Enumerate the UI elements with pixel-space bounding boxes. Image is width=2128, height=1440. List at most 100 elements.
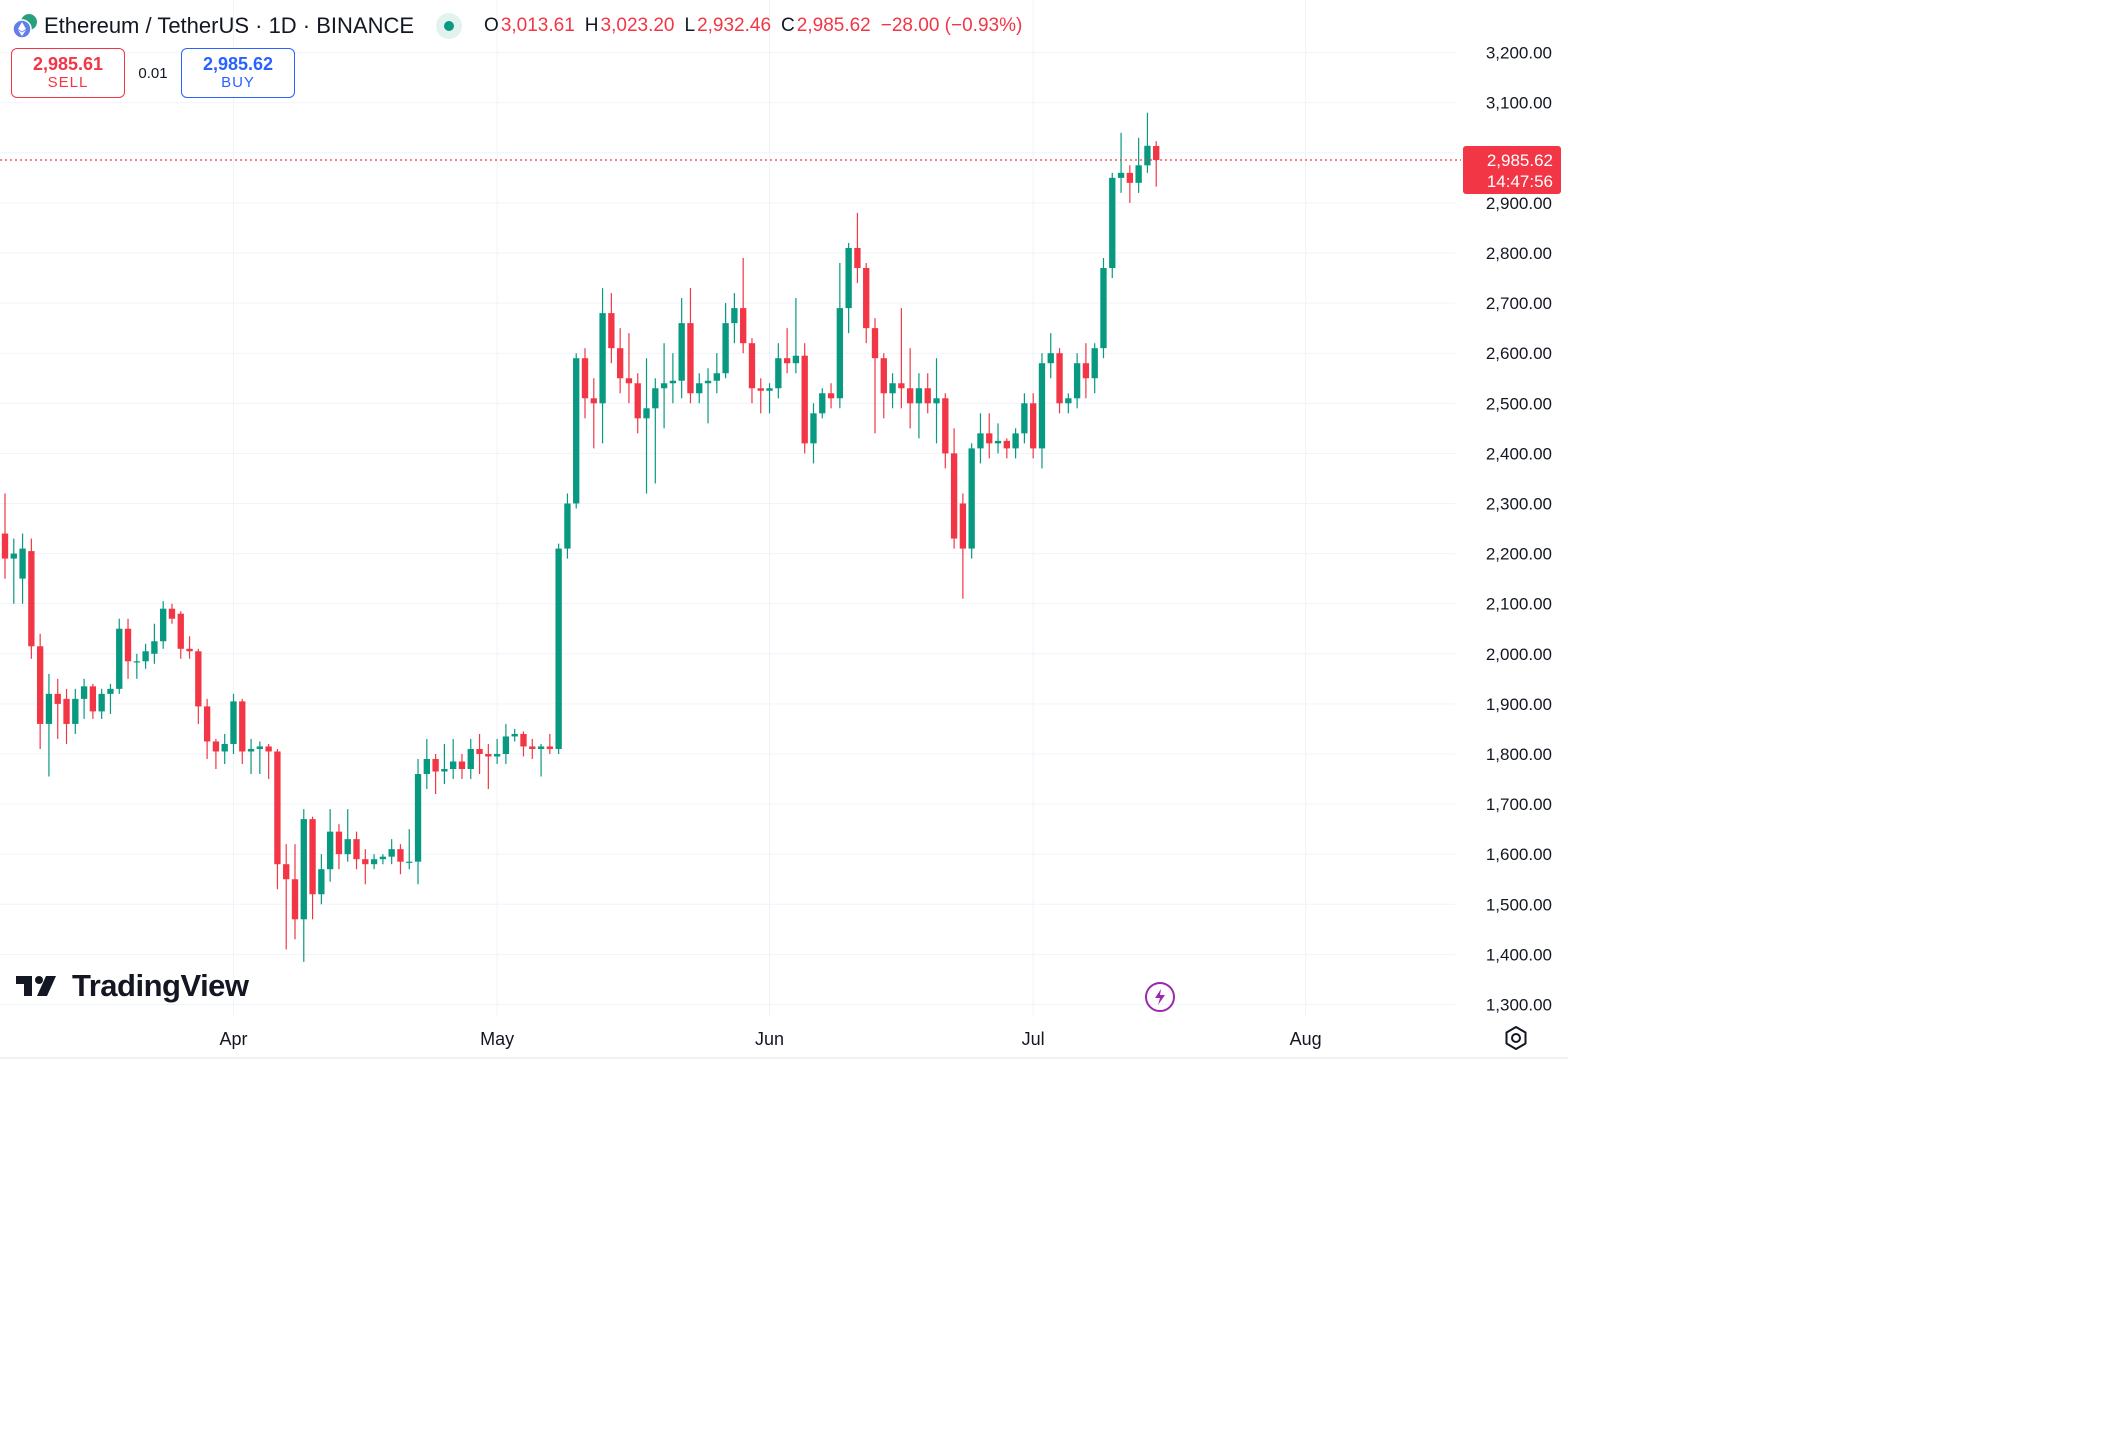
- candle: [801, 343, 808, 454]
- trade-panel: 2,985.61 SELL 0.01 2,985.62 BUY: [11, 48, 295, 98]
- candles: [1, 112, 1160, 962]
- candle: [406, 829, 413, 870]
- x-tick-label: Jul: [1022, 1029, 1045, 1049]
- candle-body: [564, 503, 571, 549]
- candle-body: [1038, 363, 1046, 449]
- candle-body: [1021, 403, 1028, 434]
- candle: [652, 378, 659, 484]
- candle-body: [230, 701, 237, 744]
- candle-body: [573, 358, 580, 504]
- candle-body: [36, 646, 44, 724]
- candle-body: [748, 343, 756, 389]
- ohlc-change: −28.00 (−0.93%): [880, 15, 1023, 36]
- x-tick-label: Apr: [219, 1029, 247, 1049]
- y-tick-label: 2,800.00: [1486, 244, 1552, 263]
- candle-body: [54, 693, 61, 704]
- candle: [1117, 132, 1125, 193]
- tradingview-logo[interactable]: TradingView: [16, 966, 249, 1006]
- candle-body: [581, 358, 589, 399]
- y-tick-label: 3,100.00: [1486, 94, 1552, 113]
- candle-body: [212, 741, 220, 752]
- candle-body: [98, 693, 105, 712]
- candle: [467, 738, 474, 780]
- candle-body: [151, 641, 158, 654]
- candle: [300, 809, 307, 962]
- candle: [212, 738, 220, 770]
- candle-body: [616, 348, 624, 379]
- candle-body: [740, 308, 747, 344]
- ethereum-tether-icon: [12, 13, 38, 39]
- candle: [247, 738, 255, 775]
- candle: [1038, 353, 1046, 469]
- ohlc-readout: O 3,013.61 H 3,023.20 L 2,932.46 C 2,985.62 …: [484, 15, 1022, 37]
- candle: [678, 298, 685, 399]
- candle: [168, 603, 176, 624]
- candle: [836, 263, 844, 409]
- candle: [274, 748, 281, 890]
- candle: [177, 611, 184, 659]
- candle-body: [898, 383, 905, 389]
- candle: [203, 698, 211, 759]
- candle: [1047, 333, 1054, 379]
- candle-body: [414, 774, 422, 862]
- candlestick-chart[interactable]: 1,300.00 1,400.00 1,500.00 1,600.00 1,700.00…: [0, 0, 1568, 1060]
- candle: [36, 633, 44, 749]
- sell-button[interactable]: 2,985.61 SELL: [11, 48, 125, 98]
- candle-body: [1012, 433, 1019, 449]
- y-tick-label: 2,700.00: [1486, 294, 1552, 313]
- candle-body: [89, 686, 97, 712]
- candle: [704, 368, 712, 424]
- candle: [1056, 348, 1063, 414]
- candle-body: [195, 651, 202, 707]
- candle-body: [247, 748, 255, 752]
- candle: [335, 824, 343, 870]
- y-tick-label: 2,000.00: [1486, 645, 1552, 664]
- candle-body: [783, 358, 791, 364]
- candle: [942, 393, 949, 469]
- y-tick-label: 1,900.00: [1486, 695, 1552, 714]
- candle-body: [608, 313, 615, 349]
- candle: [326, 809, 334, 882]
- candle: [476, 733, 483, 775]
- candle: [590, 378, 597, 449]
- candle: [757, 378, 764, 414]
- candle-body: [590, 398, 597, 404]
- candle-body: [529, 746, 536, 749]
- lightning-bolt-icon[interactable]: [1145, 982, 1175, 1012]
- candle-body: [827, 393, 835, 399]
- candle: [977, 413, 984, 464]
- candle: [537, 743, 545, 777]
- candle: [581, 348, 589, 419]
- candle-body: [950, 453, 958, 539]
- y-tick-label: 3,200.00: [1486, 44, 1552, 63]
- candle: [1153, 141, 1160, 187]
- symbol-title[interactable]: Ethereum / TetherUS · 1D · BINANCE: [44, 13, 415, 38]
- candle-body: [1153, 145, 1160, 161]
- candle-body: [45, 693, 53, 724]
- candle-body: [450, 761, 457, 770]
- candle: [616, 328, 624, 394]
- buy-price: 2,985.62: [202, 54, 274, 74]
- candle: [740, 258, 747, 354]
- candle: [493, 738, 501, 765]
- candle: [45, 673, 53, 777]
- candle-body: [432, 758, 439, 772]
- candle: [19, 533, 26, 604]
- candle: [1144, 112, 1151, 173]
- y-tick-label: 1,800.00: [1486, 745, 1552, 764]
- buy-button[interactable]: 2,985.62 BUY: [181, 48, 295, 98]
- candle: [450, 738, 457, 780]
- candle: [133, 653, 140, 679]
- ohlc-high: H 3,023.20: [584, 15, 675, 36]
- candle: [370, 854, 378, 870]
- candle: [28, 538, 35, 659]
- candle-body: [353, 839, 360, 860]
- candle-body: [880, 358, 887, 394]
- settings-gear-icon[interactable]: [1502, 1024, 1530, 1052]
- candle-body: [19, 548, 26, 579]
- time-axis: Apr May Jun Jul Aug: [219, 1029, 1321, 1049]
- candle: [80, 678, 88, 719]
- candle-body: [116, 628, 123, 689]
- candle: [968, 443, 975, 559]
- candle-body: [704, 380, 712, 384]
